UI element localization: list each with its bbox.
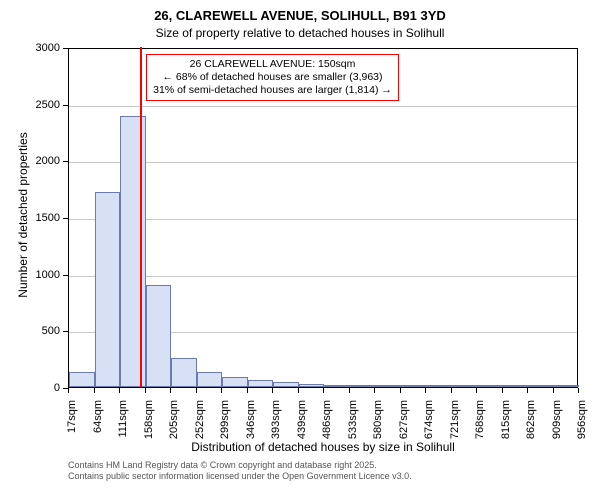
xtick-mark — [374, 388, 375, 393]
xtick-label: 299sqm — [219, 400, 231, 450]
ytick-label: 1500 — [0, 212, 60, 224]
chart-title-line1: 26, CLAREWELL AVENUE, SOLIHULL, B91 3YD — [0, 8, 600, 23]
histogram-bar — [95, 192, 121, 387]
xtick-label: 158sqm — [143, 400, 155, 450]
ytick-label: 2500 — [0, 99, 60, 111]
credits: Contains HM Land Registry data © Crown c… — [68, 460, 412, 483]
xtick-mark — [502, 388, 503, 393]
ytick-label: 1000 — [0, 269, 60, 281]
xtick-label: 768sqm — [474, 400, 486, 450]
xtick-label: 346sqm — [245, 400, 257, 450]
annotation-line2: ← 68% of detached houses are smaller (3,… — [153, 71, 392, 84]
histogram-bar — [528, 385, 554, 387]
histogram-bar — [554, 385, 580, 387]
histogram-bar — [477, 385, 503, 387]
xtick-label: 627sqm — [398, 400, 410, 450]
xtick-mark — [196, 388, 197, 393]
xtick-label: 956sqm — [576, 400, 588, 450]
xtick-label: 252sqm — [194, 400, 206, 450]
xtick-mark — [527, 388, 528, 393]
annotation-line1: 26 CLAREWELL AVENUE: 150sqm — [153, 58, 392, 71]
xtick-mark — [272, 388, 273, 393]
chart-title-line2: Size of property relative to detached ho… — [0, 26, 600, 40]
xtick-label: 439sqm — [296, 400, 308, 450]
xtick-label: 721sqm — [449, 400, 461, 450]
xtick-label: 815sqm — [500, 400, 512, 450]
ytick-mark — [63, 331, 68, 332]
xtick-label: 580sqm — [372, 400, 384, 450]
histogram-bar — [248, 380, 274, 387]
histogram-bar — [197, 372, 223, 387]
xtick-mark — [247, 388, 248, 393]
histogram-bar — [426, 385, 452, 387]
histogram-bar — [146, 285, 172, 387]
credits-line1: Contains HM Land Registry data © Crown c… — [68, 460, 412, 471]
ytick-label: 3000 — [0, 42, 60, 54]
xtick-mark — [119, 388, 120, 393]
xtick-mark — [553, 388, 554, 393]
xtick-mark — [578, 388, 579, 393]
ytick-mark — [63, 161, 68, 162]
xtick-label: 393sqm — [270, 400, 282, 450]
ytick-label: 500 — [0, 325, 60, 337]
xtick-label: 111sqm — [117, 400, 129, 450]
histogram-bar — [222, 377, 248, 387]
xtick-mark — [221, 388, 222, 393]
ytick-mark — [63, 275, 68, 276]
xtick-mark — [145, 388, 146, 393]
ytick-label: 2000 — [0, 155, 60, 167]
histogram-bar — [401, 385, 427, 387]
xtick-label: 862sqm — [525, 400, 537, 450]
xtick-mark — [68, 388, 69, 393]
histogram-bar — [273, 382, 299, 387]
ytick-mark — [63, 105, 68, 106]
xtick-label: 533sqm — [347, 400, 359, 450]
histogram-bar — [350, 385, 376, 387]
xtick-mark — [451, 388, 452, 393]
xtick-mark — [425, 388, 426, 393]
xtick-mark — [323, 388, 324, 393]
xtick-label: 486sqm — [321, 400, 333, 450]
ytick-mark — [63, 48, 68, 49]
xtick-label: 909sqm — [551, 400, 563, 450]
xtick-label: 17sqm — [66, 400, 78, 450]
histogram-bar — [171, 358, 197, 387]
highlight-line — [140, 47, 142, 387]
gridline — [69, 106, 577, 107]
annotation-callout: 26 CLAREWELL AVENUE: 150sqm ← 68% of det… — [146, 54, 399, 101]
histogram-bar — [299, 384, 325, 387]
ytick-mark — [63, 218, 68, 219]
annotation-line3: 31% of semi-detached houses are larger (… — [153, 84, 392, 97]
histogram-bar — [375, 385, 401, 387]
xtick-label: 64sqm — [92, 400, 104, 450]
histogram-bar — [324, 385, 350, 387]
xtick-label: 205sqm — [168, 400, 180, 450]
ytick-label: 0 — [0, 382, 60, 394]
xtick-mark — [349, 388, 350, 393]
xtick-label: 674sqm — [423, 400, 435, 450]
xtick-mark — [94, 388, 95, 393]
histogram-bar — [503, 385, 529, 387]
xtick-mark — [298, 388, 299, 393]
histogram-bar — [69, 372, 95, 387]
xtick-mark — [170, 388, 171, 393]
xtick-mark — [476, 388, 477, 393]
credits-line2: Contains public sector information licen… — [68, 471, 412, 482]
xtick-mark — [400, 388, 401, 393]
histogram-bar — [452, 385, 478, 387]
